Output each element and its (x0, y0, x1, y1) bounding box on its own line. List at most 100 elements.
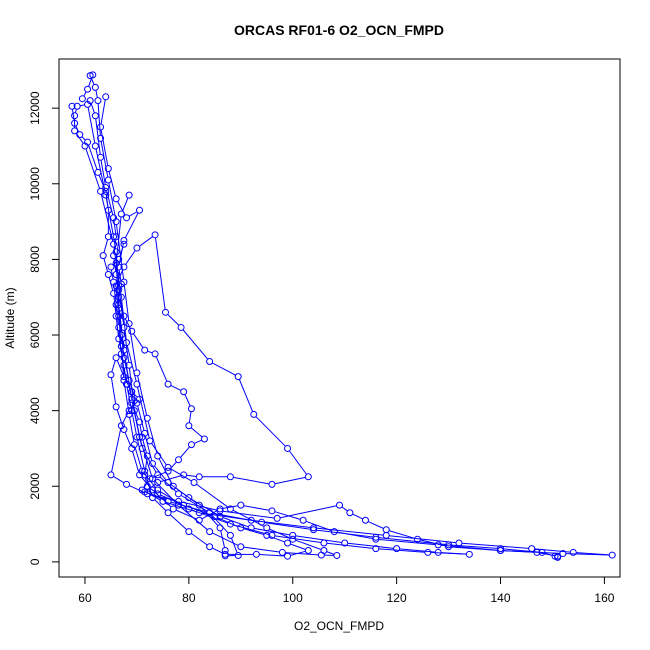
data-point (141, 467, 149, 475)
series-segment (254, 527, 290, 536)
series-segment (108, 182, 117, 219)
data-point (102, 187, 110, 195)
series-segment (117, 201, 126, 216)
plot-area (68, 71, 616, 561)
data-point (107, 371, 115, 379)
data-point (200, 435, 208, 443)
data-point (263, 531, 271, 539)
data-point (102, 191, 110, 199)
series-segment (285, 552, 319, 556)
data-point (226, 473, 234, 481)
series-segment (180, 446, 190, 458)
series-segment (190, 532, 208, 546)
series-segment (378, 538, 436, 546)
data-point (169, 505, 177, 513)
data-point (268, 480, 276, 488)
data-point (393, 545, 401, 553)
series-segment (147, 420, 158, 454)
series-segment (119, 299, 124, 314)
series-segment (113, 296, 117, 314)
series-segment (103, 239, 109, 253)
series-segment (90, 78, 95, 85)
series-segment (137, 386, 150, 439)
data-point (185, 528, 193, 536)
data-point (455, 539, 463, 547)
series-segment (95, 90, 98, 98)
data-point (86, 97, 94, 105)
series-segment (112, 261, 117, 266)
series-segment (100, 160, 106, 185)
y-tick-label: 2000 (28, 473, 42, 500)
data-point (554, 552, 562, 560)
series-segment (124, 432, 132, 446)
series-segment (123, 383, 130, 412)
series-segment (170, 385, 182, 391)
series-segment (115, 307, 119, 325)
series-segment (118, 319, 122, 344)
data-point (123, 339, 131, 347)
data-point (110, 233, 118, 241)
series-segment (152, 471, 166, 479)
series-segment (399, 548, 436, 553)
series-segment (269, 535, 285, 543)
data-point (497, 545, 505, 553)
data-point (284, 444, 292, 452)
series-segment (124, 212, 139, 239)
series-segment (367, 521, 384, 529)
series-segment (113, 258, 117, 272)
data-point (115, 312, 123, 320)
data-point (195, 473, 203, 481)
data-point (234, 551, 242, 559)
data-point (310, 524, 318, 532)
data-point (71, 119, 79, 127)
series-segment (184, 394, 191, 407)
series-segment (132, 451, 140, 473)
data-point (136, 418, 144, 426)
data-point (247, 516, 255, 524)
data-point (123, 214, 131, 222)
data-point (97, 134, 105, 142)
data-point (141, 346, 149, 354)
series-segment (139, 424, 143, 435)
data-point (608, 551, 616, 559)
series-segment (98, 175, 106, 189)
series-segment (111, 360, 116, 372)
series-segment (182, 329, 209, 360)
data-point (110, 252, 118, 260)
series-segment (129, 383, 137, 401)
series-4 (68, 102, 312, 560)
series-segment (155, 237, 166, 310)
y-axis: 0 2000 4000 6000 8000 10000 12000 (28, 91, 60, 565)
series-segment (123, 284, 130, 321)
series-segment (149, 487, 156, 493)
series-segment (430, 552, 467, 555)
series-segment (128, 211, 138, 217)
data-point (346, 509, 354, 517)
data-point (120, 373, 128, 381)
data-point (91, 142, 99, 150)
data-point (177, 323, 185, 331)
series-segment (295, 539, 322, 550)
series-segment (222, 505, 238, 509)
series-segment (123, 330, 130, 363)
series-segment (137, 405, 145, 431)
series-segment (326, 542, 373, 549)
data-point (125, 407, 133, 415)
data-point (112, 301, 120, 309)
data-point (211, 513, 219, 521)
data-point (94, 97, 102, 105)
series-segment (110, 377, 117, 404)
series-segment (243, 546, 280, 553)
series-segment (75, 133, 84, 144)
series-segment (217, 517, 239, 528)
data-point (330, 528, 338, 536)
x-tick-label: 80 (182, 591, 196, 605)
data-point (107, 263, 115, 271)
series-segment (326, 551, 335, 555)
data-point (141, 471, 149, 479)
series-segment (264, 522, 311, 530)
series-segment (212, 547, 223, 554)
data-point (115, 323, 123, 331)
series-segment (113, 239, 117, 253)
data-point (104, 271, 112, 279)
